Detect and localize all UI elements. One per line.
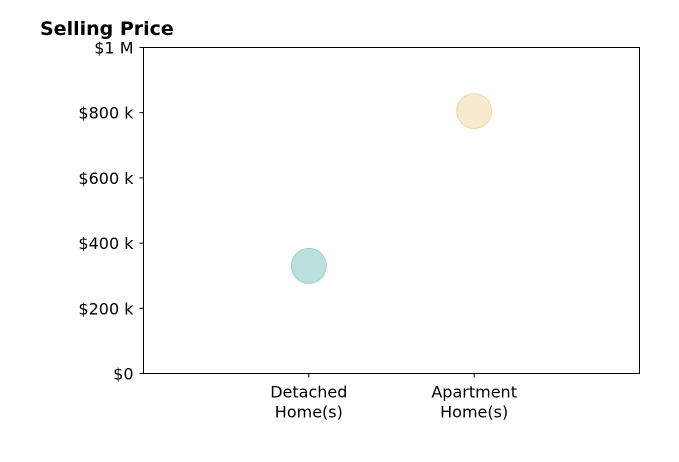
- y-tick-label: $400 k: [78, 234, 134, 253]
- y-tick-label: $600 k: [78, 169, 134, 188]
- plot-area-frame: [143, 47, 640, 374]
- scatter-point: [290, 247, 327, 284]
- y-tick-label: $800 k: [78, 104, 134, 123]
- y-tick-label: $0: [113, 365, 133, 384]
- x-tick-label: Home(s): [440, 403, 508, 422]
- chart-title: Selling Price: [40, 18, 174, 40]
- scatter-point: [456, 93, 493, 130]
- x-tick-label: Home(s): [275, 403, 343, 422]
- y-axis: $0 $200 k $400 k $600 k $800 k $1 M: [78, 39, 144, 384]
- x-tick-label: Detached: [270, 383, 347, 402]
- y-tick-label: $1 M: [94, 39, 133, 58]
- x-tick-label: Apartment: [431, 383, 517, 402]
- y-tick-label: $200 k: [78, 299, 134, 318]
- data-points: [290, 93, 493, 284]
